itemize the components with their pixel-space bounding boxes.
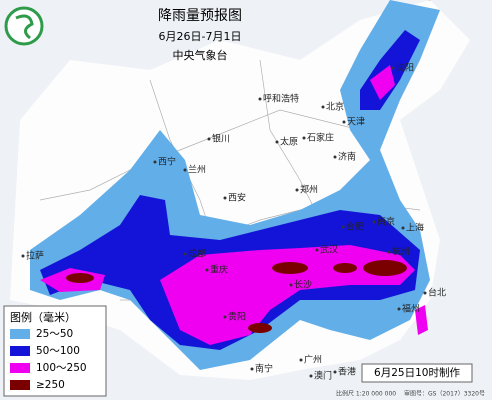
city-label: 上海	[406, 222, 424, 234]
issuer: 中央气象台	[173, 48, 228, 62]
city-dot	[315, 248, 319, 252]
city-dot	[223, 315, 227, 319]
legend-items: 25～50 50～100 100～250 ≥250	[10, 328, 87, 391]
city-label: 银川	[212, 133, 230, 145]
city-label: 郑州	[300, 184, 318, 196]
city-label: 重庆	[210, 264, 228, 276]
city-label: 福州	[402, 303, 420, 315]
city-label: 拉萨	[26, 250, 44, 262]
city-dot	[289, 283, 293, 287]
city-dot	[333, 155, 337, 159]
city-dot	[401, 226, 405, 230]
city-label: 沈阳	[396, 62, 414, 74]
city-dot	[223, 196, 227, 200]
legend-swatch	[10, 380, 30, 390]
city-label: 南京	[377, 216, 395, 228]
city-label: 西宁	[158, 156, 176, 168]
title: 降雨量预报图	[158, 8, 242, 24]
city-dot	[299, 358, 303, 362]
city-dot	[387, 250, 391, 254]
city-dot	[153, 160, 157, 164]
city-dot	[391, 66, 395, 70]
legend-swatch	[10, 346, 30, 356]
city-dot	[372, 220, 376, 224]
city-label: 北京	[326, 101, 344, 113]
city-dot	[423, 291, 427, 295]
city-label: 广州	[304, 354, 322, 366]
city-dot	[183, 252, 187, 256]
city-dot	[250, 367, 254, 371]
city-dot	[183, 168, 187, 172]
logo	[4, 6, 44, 46]
city-dot	[321, 105, 325, 109]
city-dot	[342, 120, 346, 124]
city-dot	[258, 97, 262, 101]
city-dot	[302, 136, 306, 140]
city-label: 兰州	[188, 164, 206, 176]
made-time: 6月25日10时制作	[374, 366, 460, 379]
city-label: 西安	[228, 192, 246, 204]
city-dot	[295, 188, 299, 192]
city-label: 南宁	[255, 363, 273, 375]
footer-box	[361, 363, 473, 383]
city-label: 成都	[188, 248, 206, 260]
logo-mark	[15, 14, 34, 40]
city-label: 济南	[338, 151, 356, 163]
rain-100-250	[40, 65, 428, 345]
city-label: 太原	[280, 136, 298, 148]
rain-250	[66, 260, 407, 333]
city-dot	[333, 370, 337, 374]
legend-label: ≥250	[36, 379, 65, 391]
city-dot	[21, 254, 25, 258]
city-dot	[397, 307, 401, 311]
city-label: 合肥	[346, 221, 364, 233]
city-label: 呼和浩特	[263, 93, 299, 105]
city-label: 长沙	[294, 279, 312, 291]
city-label: 杭州	[392, 246, 410, 258]
city-dot	[309, 374, 313, 378]
city-dot	[207, 137, 211, 141]
approval: 审图号：GS（2017）3320号	[404, 390, 485, 398]
scale: 比例尺 1:20 000 000	[336, 390, 396, 398]
city-label: 天津	[347, 117, 365, 128]
city-dot	[275, 140, 279, 144]
city-label: 武汉	[320, 244, 338, 256]
city-dot	[205, 268, 209, 272]
city-label: 台北	[428, 287, 446, 299]
legend-label: 25～50	[36, 328, 73, 340]
city-label: 贵阳	[228, 311, 246, 323]
city-label: 石家庄	[307, 132, 334, 144]
legend-swatch	[10, 363, 30, 373]
legend-label: 50～100	[36, 345, 80, 357]
city-dot	[341, 225, 345, 229]
legend-label: 100～250	[36, 362, 87, 374]
city-label: 澳门	[314, 370, 332, 382]
city-label: 香港	[338, 366, 356, 378]
subtitle: 6月26日-7月1日	[159, 30, 242, 43]
legend-title: 图例（毫米）	[10, 310, 76, 324]
legend-swatch	[10, 329, 30, 339]
